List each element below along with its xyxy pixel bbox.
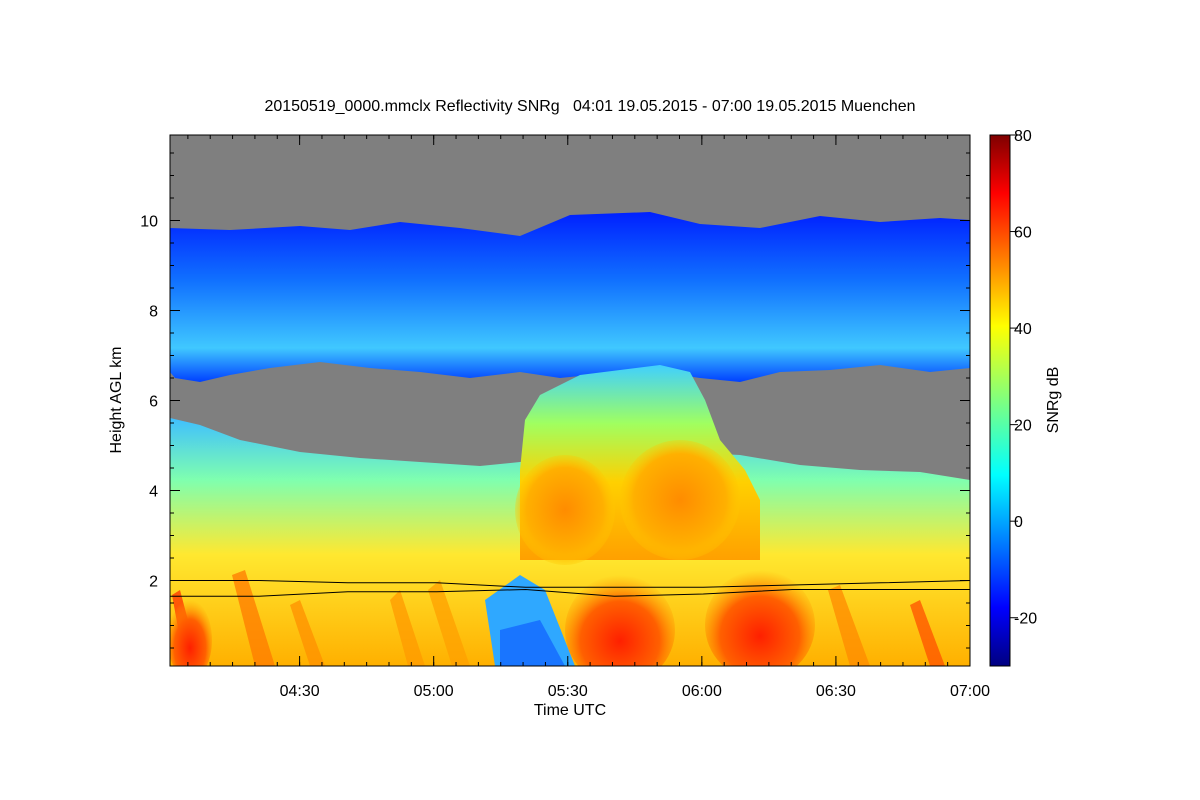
- colorbar-tick-label: 80: [1014, 128, 1032, 145]
- boundary-line-lower: [170, 588, 970, 597]
- intense-rain-core: [170, 600, 212, 666]
- colorbar-title: SNRg dB: [1045, 367, 1062, 434]
- boundary-line-upper: [170, 580, 970, 588]
- colorbar-tick-label: 60: [1014, 225, 1032, 242]
- y-tick-label: 8: [149, 304, 158, 321]
- intense-rain-core: [705, 570, 815, 666]
- colorbar-tick-label: 40: [1014, 321, 1032, 338]
- x-tick-label: 06:30: [816, 683, 856, 700]
- y-tick-label: 4: [149, 484, 158, 501]
- weak-echo-region-speckle: [500, 620, 565, 666]
- y-axis-title: Height AGL km: [108, 346, 125, 453]
- x-tick-label: 05:30: [548, 683, 588, 700]
- colorbar-tick-label: -20: [1014, 611, 1037, 628]
- y-tick-label: 6: [149, 394, 158, 411]
- upper-cloud-layer: [170, 212, 970, 382]
- x-tick-label: 04:30: [280, 683, 320, 700]
- colorbar-tick-label: 0: [1014, 514, 1023, 531]
- x-tick-label: 06:00: [682, 683, 722, 700]
- colorbar-tick-label: 20: [1014, 418, 1032, 435]
- intense-rain-core: [565, 575, 675, 666]
- reflectivity-core: [515, 455, 615, 565]
- x-axis: 04:30 05:00 05:30 06:00 06:30 07:00: [187, 135, 990, 700]
- y-tick-label: 2: [149, 574, 158, 591]
- heatmap-area: [170, 135, 970, 666]
- chart-title: 20150519_0000.mmclx Reflectivity SNRg 04…: [264, 98, 916, 115]
- y-tick-label: 10: [140, 214, 158, 231]
- colorbar: [989, 134, 1011, 667]
- x-axis-title: Time UTC: [534, 702, 606, 719]
- x-tick-label: 05:00: [414, 683, 454, 700]
- colorbar-ticks: -20 0 20 40 60 80: [1010, 128, 1037, 628]
- reflectivity-core: [620, 440, 740, 560]
- x-tick-label: 07:00: [950, 683, 990, 700]
- y-axis: 2 4 6 8 10: [140, 152, 970, 649]
